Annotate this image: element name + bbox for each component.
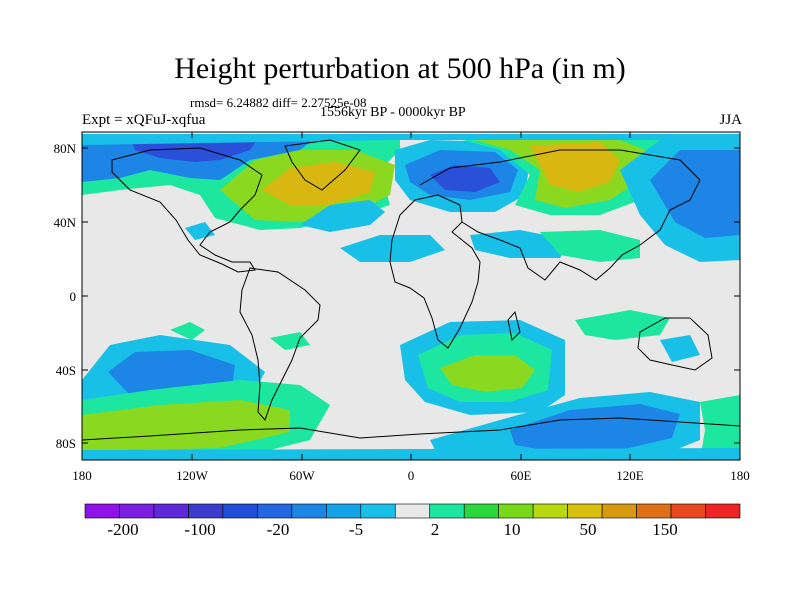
lon-tick-label: 0 <box>408 468 415 483</box>
colorbar-label: 150 <box>652 520 678 539</box>
contour-pacific-east-midblue <box>650 150 740 238</box>
contour-south-atlantic-yellow <box>440 355 535 392</box>
contour-tropic-pacific-green <box>170 322 205 340</box>
lon-tick-label: 180 <box>730 468 750 483</box>
experiment-label: Expt = xQFuJ-xqfua <box>82 112 206 128</box>
lon-tick-label: 120E <box>616 468 644 483</box>
season-label: JJA <box>719 112 742 128</box>
colorbar-swatch <box>188 503 224 519</box>
lon-tick-label: 120W <box>176 468 209 483</box>
contour-tropic-indian-green <box>575 310 670 340</box>
contour-field <box>82 132 740 460</box>
map-title: Height perturbation at 500 hPa (in m) <box>174 52 626 85</box>
colorbar-swatch <box>326 503 362 519</box>
contour-south-indian-midblue <box>510 404 680 452</box>
lat-tick-label: 0 <box>70 289 77 304</box>
colorbar-swatch <box>532 503 568 519</box>
colorbar-swatch <box>257 503 293 519</box>
colorbar-label: 50 <box>580 520 597 539</box>
colorbar-swatch <box>119 503 155 519</box>
coastline-australia <box>637 317 713 371</box>
contour-tropic-indian-blue <box>660 335 700 362</box>
colorbar-swatch <box>291 503 327 519</box>
contour-tropic-atlantic-green <box>270 332 310 350</box>
contour-greenland-gold <box>262 162 375 205</box>
contour-asia-gold <box>530 142 620 192</box>
period-line: 1556kyr BP - 0000kyr BP <box>320 105 466 120</box>
colorbar-swatch <box>601 503 637 519</box>
lon-tick-label: 180 <box>72 468 92 483</box>
colorbar-label: 2 <box>431 520 440 539</box>
colorbar-label: -20 <box>267 520 290 539</box>
longitude-ticks: 180 120W 60W 0 60E 120E 180 <box>72 132 750 483</box>
colorbar: -200 -100 -20 -5 2 10 50 150 <box>84 503 741 539</box>
colorbar-swatch <box>498 503 534 519</box>
coastline-antarctica <box>82 417 740 441</box>
colorbar-swatch <box>567 503 603 519</box>
lat-tick-label: 40N <box>54 215 77 230</box>
lat-tick-label: 40S <box>56 363 76 378</box>
coastline-north-america <box>111 147 263 273</box>
colorbar-swatch <box>670 503 706 519</box>
lon-tick-label: 60W <box>289 468 315 483</box>
lat-tick-label: 80S <box>56 436 76 451</box>
coastline-greenland <box>284 139 361 191</box>
colorbar-label: -5 <box>349 520 363 539</box>
coastline-eurasia <box>419 149 701 281</box>
colorbar-swatch <box>84 503 120 519</box>
colorbar-swatch <box>705 503 741 519</box>
coastline-south-america <box>239 267 321 421</box>
coastline-madagascar <box>507 310 521 342</box>
lat-tick-label: 80N <box>54 141 77 156</box>
contour-arctic-blue <box>82 134 740 145</box>
latitude-ticks: 80N 40N 0 40S 80S <box>54 141 740 451</box>
colorbar-swatch <box>394 503 431 519</box>
contour-south-pacific-yellow <box>82 400 290 452</box>
contour-europe-darkblue <box>430 165 500 192</box>
colorbar-swatch <box>360 503 396 519</box>
coastlines <box>82 139 740 441</box>
colorbar-swatch <box>636 503 672 519</box>
stats-line: rmsd= 6.24882 diff= 2.27525e-08 <box>190 95 367 110</box>
colorbar-label: -200 <box>107 520 138 539</box>
colorbar-label: 10 <box>504 520 521 539</box>
contour-atlantic-sub-blue <box>340 235 445 262</box>
colorbar-label: -100 <box>184 520 215 539</box>
colorbar-swatch <box>463 503 499 519</box>
coastline-europe-africa <box>389 194 481 349</box>
contour-asia-sub-green <box>540 230 640 262</box>
contour-atlantic-blue <box>300 200 385 232</box>
contour-antarctic-green <box>700 395 740 460</box>
colorbar-swatch <box>222 503 258 519</box>
colorbar-swatch <box>429 503 465 519</box>
lon-tick-label: 60E <box>511 468 532 483</box>
colorbar-swatch <box>153 503 189 519</box>
